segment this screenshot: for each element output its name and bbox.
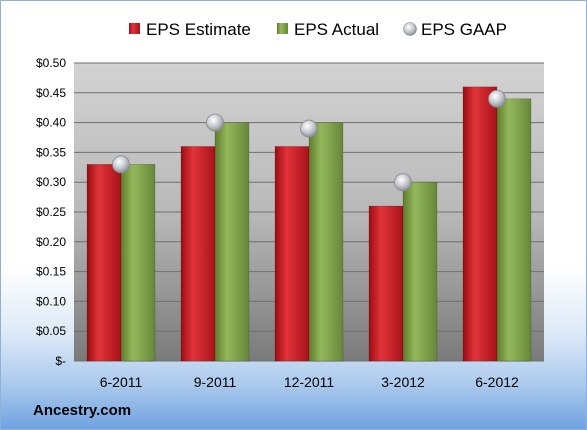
- marker-eps-gaap: [488, 89, 506, 108]
- marker-eps-gaap: [394, 173, 412, 192]
- y-tick-label: $-: [55, 354, 66, 368]
- legend-label: EPS GAAP: [421, 20, 507, 39]
- bar-eps-estimate: [462, 86, 498, 362]
- y-tick-label: $0.50: [36, 56, 66, 70]
- marker-eps-gaap: [112, 155, 130, 174]
- y-tick-label: $0.15: [36, 265, 66, 279]
- y-tick-label: $0.45: [36, 86, 66, 100]
- bar-eps-actual: [308, 122, 344, 362]
- legend-label: EPS Actual: [294, 20, 379, 39]
- bar-eps-actual: [120, 164, 156, 362]
- legend-swatch: [277, 23, 288, 34]
- x-tick-label: 9-2011: [194, 374, 237, 390]
- legend-marker: [403, 22, 417, 36]
- bar-eps-estimate: [86, 164, 122, 362]
- bar-eps-actual: [402, 181, 438, 362]
- y-tick-label: $0.40: [36, 116, 66, 130]
- x-tick-label: 6-2012: [475, 374, 519, 390]
- x-tick-label: 6-2011: [100, 374, 143, 390]
- x-tick-label: 3-2012: [381, 374, 425, 390]
- y-tick-label: $0.30: [36, 175, 66, 189]
- marker-eps-gaap: [300, 119, 318, 138]
- legend-swatch: [129, 23, 140, 34]
- legend-label: EPS Estimate: [146, 20, 251, 39]
- brand-label: Ancestry.com: [33, 402, 132, 419]
- bar-eps-estimate: [274, 146, 310, 362]
- bar-eps-actual: [214, 122, 250, 362]
- marker-eps-gaap: [206, 113, 224, 132]
- y-tick-label: $0.25: [36, 205, 66, 219]
- y-tick-label: $0.10: [36, 294, 66, 308]
- y-tick-label: $0.35: [36, 145, 66, 159]
- x-tick-label: 12-2011: [284, 374, 335, 390]
- y-tick-label: $0.20: [36, 235, 66, 249]
- bar-eps-estimate: [180, 146, 216, 362]
- bar-eps-actual: [496, 98, 532, 362]
- y-tick-label: $0.05: [36, 324, 66, 338]
- bar-eps-estimate: [368, 205, 404, 362]
